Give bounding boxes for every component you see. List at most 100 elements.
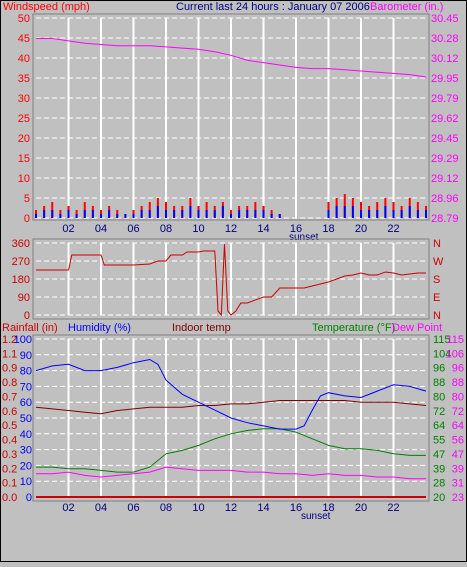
rainfall-tick-label: 0.7 (2, 391, 17, 403)
rainfall-tick-label: 1.1 (2, 348, 17, 360)
barometer-tick-label: 29.62 (431, 113, 459, 125)
rainfall-tick-label: 0.2 (2, 463, 17, 475)
temperature-tick-label: 80 (433, 391, 445, 403)
humidity-tick-label: 20 (20, 460, 32, 472)
wind-barometer-series (35, 38, 427, 218)
dew-point-tick-label: 80 (452, 391, 464, 403)
x-tick-label: 08 (160, 502, 172, 514)
direction-compass-label: W (433, 256, 444, 268)
rainfall-axis-title: Rainfall (in) (2, 322, 58, 334)
direction-compass-label: S (433, 274, 440, 286)
dew-point-tick-label: 39 (452, 463, 464, 475)
direction-compass-label: N (433, 310, 441, 322)
x-tick-label: 14 (257, 502, 269, 514)
temperature-line (36, 428, 426, 473)
windspeed-tick-label: 45 (18, 33, 30, 45)
windspeed-tick-labels: 0 5 10 15 20 25 30 35 40 45 50 (18, 13, 30, 225)
wind-panel-border (32, 13, 430, 221)
dew-point-tick-label: 56 (452, 435, 464, 447)
windspeed-tick-label: 10 (18, 173, 30, 185)
humidity-tick-label: 0 (26, 492, 32, 504)
x-tick-label: 16 (290, 502, 302, 514)
temp-dew-tick-labels: 2028394755647280889610411523313947566472… (433, 334, 464, 504)
temperature-tick-label: 72 (433, 406, 445, 418)
windspeed-tick-label: 5 (24, 193, 30, 205)
rainfall-tick-label: 0.1 (2, 478, 17, 490)
x-tick-label: 06 (127, 502, 139, 514)
x-tick-label: 18 (322, 223, 334, 235)
barometer-tick-label: 30.45 (431, 13, 459, 25)
dew-point-tick-label: 23 (452, 492, 464, 504)
x-tick-label: 06 (127, 223, 139, 235)
windspeed-tick-label: 0 (24, 213, 30, 225)
direction-degree-label: 270 (12, 256, 30, 268)
direction-degree-label: 180 (12, 274, 30, 286)
wind-barometer-panel: 0 5 10 15 20 25 30 35 40 45 50 28.79 28.96 29.12 29.2… (18, 13, 459, 243)
rainfall-tick-label: 0.3 (2, 449, 17, 461)
barometer-tick-label: 29.79 (431, 93, 459, 105)
temperature-tick-label: 20 (433, 492, 445, 504)
barometer-tick-label: 29.29 (431, 153, 459, 165)
windspeed-tick-label: 40 (18, 53, 30, 65)
indoor-temp-line (35, 400, 427, 415)
dew-point-tick-label: 106 (446, 348, 464, 360)
temperature-axis-title: Temperature (°F) (312, 322, 395, 334)
x-tick-label: 22 (387, 223, 399, 235)
wind-panel-x-ticks: 02 04 06 08 10 12 14 16 18 20 22 (62, 223, 399, 235)
rainfall-tick-label: 0.5 (2, 420, 17, 432)
temperature-tick-label: 96 (433, 363, 445, 375)
temperature-tick-label: 88 (433, 377, 445, 389)
x-tick-label: 18 (322, 502, 334, 514)
rainfall-tick-label: 0.8 (2, 377, 17, 389)
indoor-temp-title: Indoor temp (172, 322, 231, 334)
humidity-tick-label: 10 (20, 476, 32, 488)
temperature-humidity-panel: 0.0 0.1 0.2 0.3 0.4 0.5 0.6 0.7 0.8 0.9 1.1 1.2 0 10 2… (2, 334, 464, 522)
humidity-tick-label: 100 (14, 334, 32, 346)
humidity-tick-label: 30 (20, 445, 32, 457)
dew-point-line (36, 466, 426, 480)
windspeed-tick-label: 35 (18, 73, 30, 85)
humidity-tick-label: 40 (20, 429, 32, 441)
barometer-tick-label: 28.79 (431, 213, 459, 225)
direction-degree-labels: 0 90 180 270 360 (12, 238, 30, 322)
windspeed-tick-label: 20 (18, 133, 30, 145)
x-tick-label: 14 (257, 223, 269, 235)
x-tick-label: 02 (62, 223, 74, 235)
temperature-tick-label: 47 (433, 449, 445, 461)
x-tick-label: 08 (160, 223, 172, 235)
humidity-tick-label: 90 (20, 350, 32, 362)
rainfall-tick-label: 1.2 (2, 334, 17, 346)
rainfall-tick-label: 0.0 (2, 492, 17, 504)
dew-point-tick-label: 96 (452, 363, 464, 375)
dew-point-tick-label: 31 (452, 478, 464, 490)
windspeed-tick-label: 25 (18, 113, 30, 125)
x-tick-label: 10 (192, 223, 204, 235)
temp-panel-border (32, 334, 430, 502)
x-tick-label: 10 (192, 502, 204, 514)
barometer-axis-title: Barometer (in.) (370, 1, 443, 13)
humidity-tick-label: 50 (20, 413, 32, 425)
barometer-tick-label: 30.28 (431, 33, 459, 45)
humidity-axis-title: Humidity (%) (68, 322, 131, 334)
barometer-tick-labels: 28.79 28.96 29.12 29.29 29.45 29.62 29.79 29.95… (431, 13, 459, 225)
direction-degree-label: 360 (12, 238, 30, 250)
temperature-tick-label: 104 (433, 348, 451, 360)
barometer-line (36, 38, 427, 78)
windspeed-axis-title: Windspeed (mph) (3, 1, 90, 13)
temp-humidity-series (35, 358, 427, 498)
x-tick-label: 02 (62, 502, 74, 514)
chart-title: Current last 24 hours : January 07 2006 (176, 1, 370, 13)
rainfall-tick-label: 0.4 (2, 435, 17, 447)
direction-panel-border (32, 238, 430, 320)
rainfall-tick-label: 0.6 (2, 406, 17, 418)
humidity-line (35, 358, 427, 430)
wind-panel-sunset-label: sunset (289, 232, 319, 243)
temp-panel-sunset-label: sunset (301, 511, 331, 522)
temperature-tick-label: 55 (433, 435, 445, 447)
wind-direction-series (36, 243, 426, 317)
dew-point-tick-label: 72 (452, 406, 464, 418)
x-tick-label: 16 (290, 223, 302, 235)
windspeed-tick-label: 15 (18, 153, 30, 165)
dew-point-axis-title: Dew Point (392, 322, 442, 334)
